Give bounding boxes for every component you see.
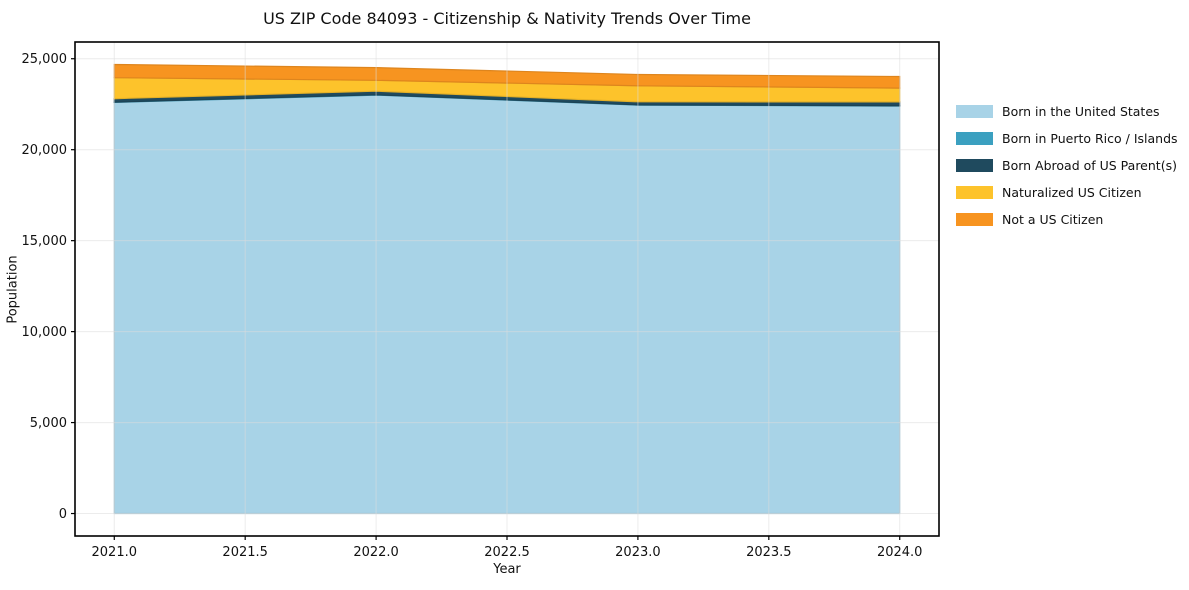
y-tick-label: 10,000 bbox=[22, 325, 68, 340]
legend-label: Born Abroad of US Parent(s) bbox=[1002, 158, 1177, 173]
y-tick-label: 20,000 bbox=[22, 143, 68, 158]
legend-swatch bbox=[956, 186, 993, 199]
x-tick-label: 2024.0 bbox=[877, 545, 923, 560]
legend-item: Born in the United States bbox=[956, 104, 1178, 119]
y-axis-label: Population bbox=[5, 254, 21, 324]
y-tick-label: 0 bbox=[59, 507, 67, 522]
x-tick-label: 2023.0 bbox=[615, 545, 661, 560]
chart-title: US ZIP Code 84093 - Citizenship & Nativi… bbox=[263, 9, 751, 28]
legend-swatch bbox=[956, 105, 993, 118]
legend-swatch bbox=[956, 159, 993, 172]
legend-swatch bbox=[956, 132, 993, 145]
legend-label: Naturalized US Citizen bbox=[1002, 185, 1142, 200]
legend-item: Born in Puerto Rico / Islands bbox=[956, 131, 1178, 146]
x-tick-label: 2021.0 bbox=[92, 545, 138, 560]
y-axis-label-wrap: Population bbox=[0, 42, 26, 536]
x-axis-label: Year bbox=[493, 562, 521, 577]
legend-label: Born in Puerto Rico / Islands bbox=[1002, 131, 1178, 146]
y-tick-label: 25,000 bbox=[22, 52, 68, 67]
y-tick-label: 15,000 bbox=[22, 234, 68, 249]
x-tick-label: 2021.5 bbox=[222, 545, 268, 560]
y-tick-label: 5,000 bbox=[30, 416, 67, 431]
legend-swatch bbox=[956, 213, 993, 226]
x-tick-label: 2022.5 bbox=[484, 545, 530, 560]
legend-item: Born Abroad of US Parent(s) bbox=[956, 158, 1178, 173]
legend-label: Not a US Citizen bbox=[1002, 212, 1104, 227]
legend: Born in the United States Born in Puerto… bbox=[956, 104, 1178, 227]
x-tick-label: 2022.0 bbox=[353, 545, 399, 560]
legend-label: Born in the United States bbox=[1002, 104, 1160, 119]
legend-item: Naturalized US Citizen bbox=[956, 185, 1178, 200]
x-tick-label: 2023.5 bbox=[746, 545, 792, 560]
legend-item: Not a US Citizen bbox=[956, 212, 1178, 227]
